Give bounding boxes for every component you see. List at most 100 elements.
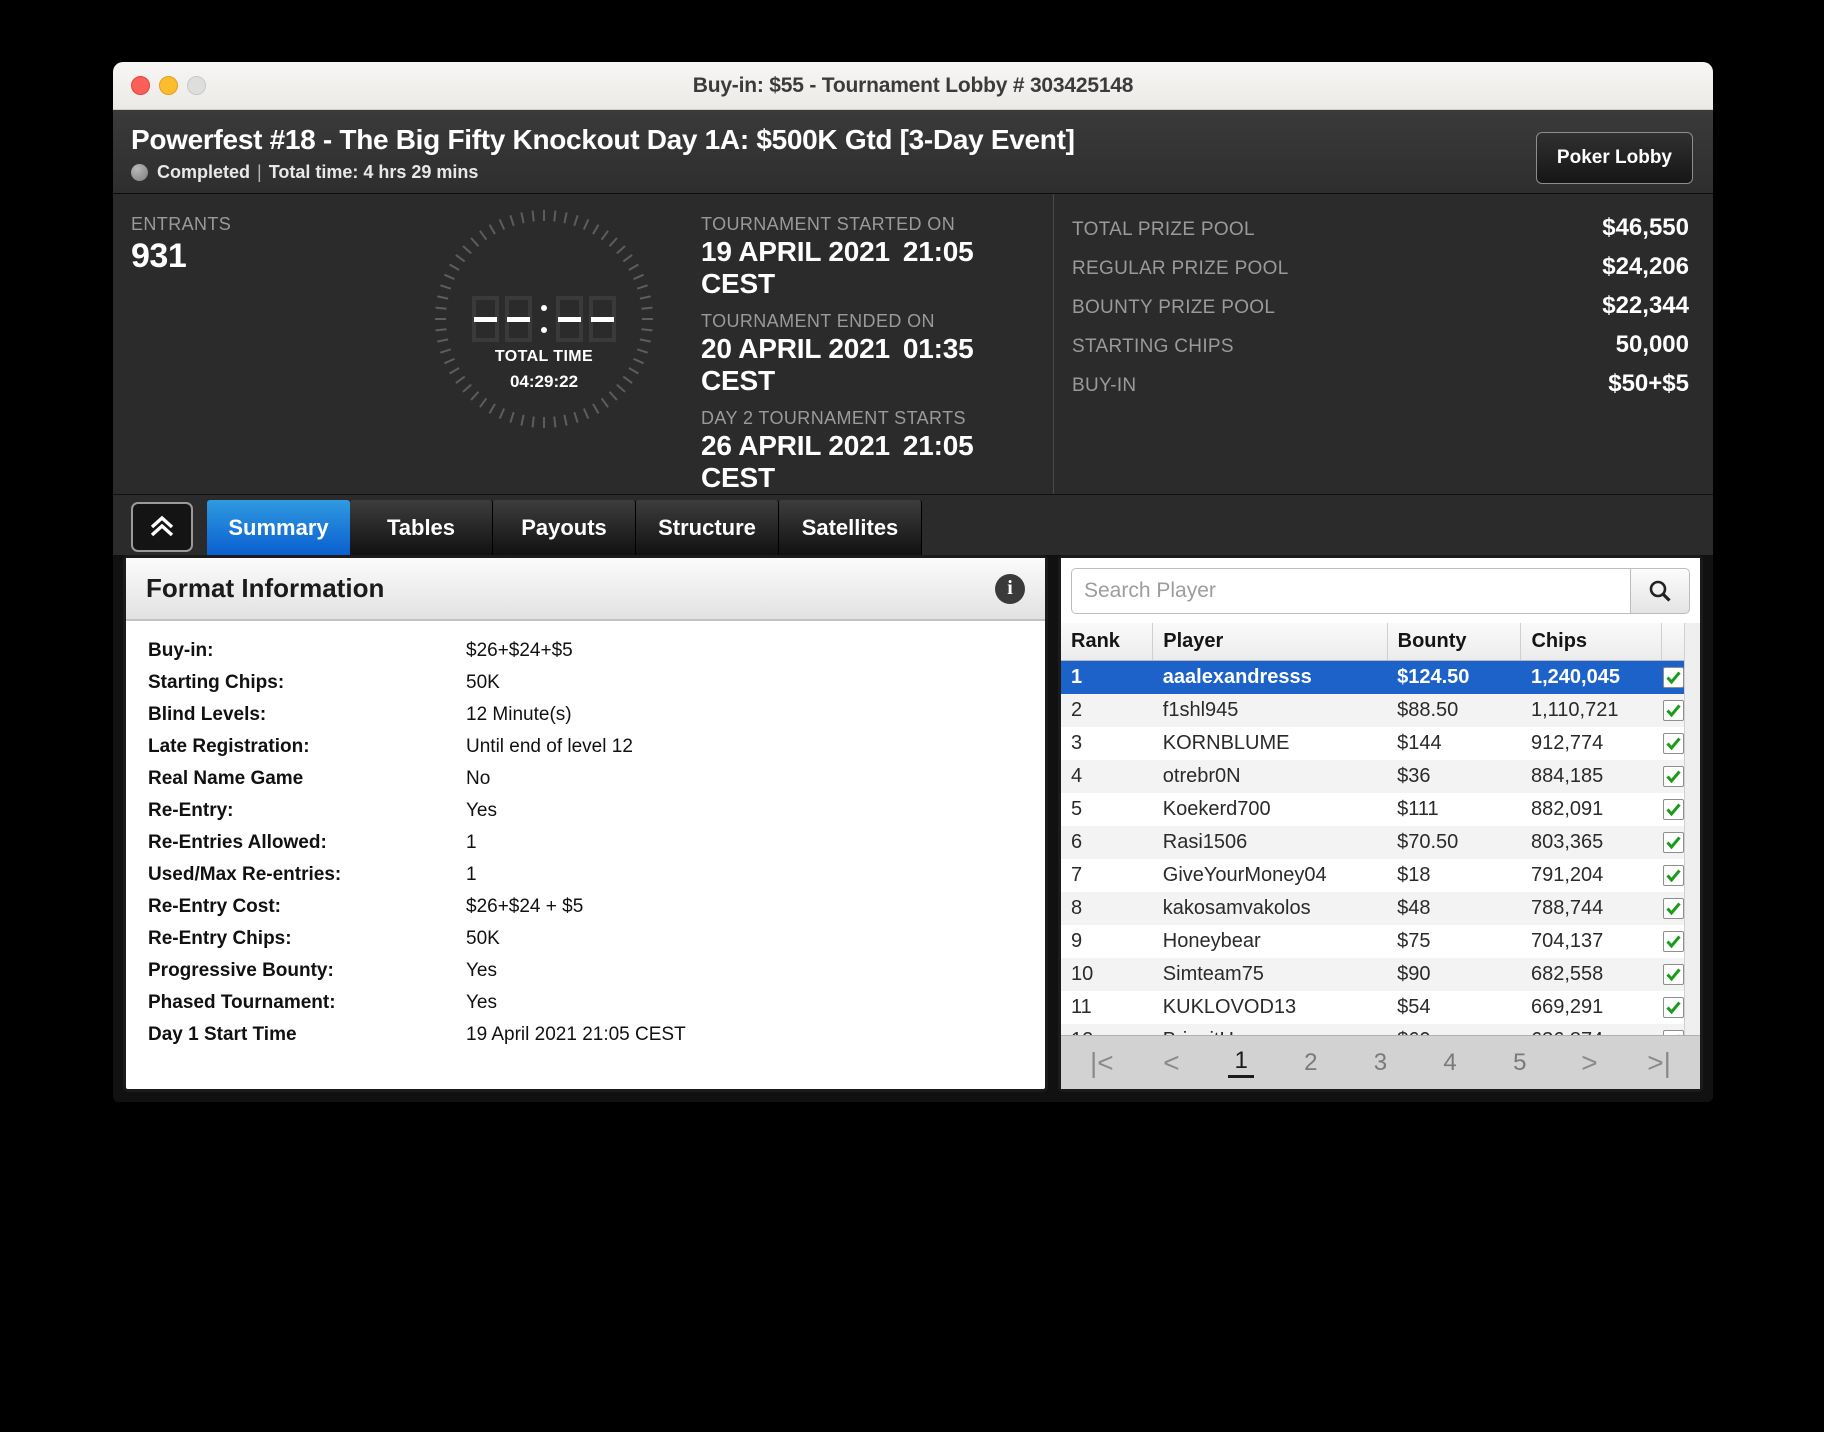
format-row-key: Re-Entry Cost: [148, 896, 282, 917]
lobby-body: Format Information i Buy-in: $26+$24+$5 St… [113, 555, 1713, 1102]
close-window-button[interactable] [131, 76, 150, 95]
table-row[interactable]: 1 aaalexandresss $124.50 1,240,045 [1061, 660, 1700, 694]
qualified-checkbox-icon [1663, 931, 1685, 952]
cell-status [1661, 793, 1699, 826]
format-row-value: 1 [466, 832, 477, 853]
cell-player: Simteam75 [1162, 963, 1264, 985]
cell-rank: 5 [1071, 798, 1083, 820]
tournament-header: Powerfest #18 - The Big Fifty Knockout D… [113, 110, 1713, 194]
clock-tick [479, 397, 488, 408]
format-row-value: 50K [466, 672, 500, 693]
cell-chips: 636,874 [1521, 1024, 1661, 1035]
search-button[interactable] [1630, 568, 1690, 614]
pagination-prev-button[interactable]: < [1163, 1046, 1180, 1078]
pagination-first-button[interactable]: |< [1090, 1046, 1114, 1078]
format-row-key: Phased Tournament: [148, 992, 336, 1013]
clock-tick [440, 284, 452, 290]
table-row[interactable]: 9 Honeybear $75 704,137 [1061, 925, 1700, 958]
column-header-bounty[interactable]: Bounty [1387, 623, 1522, 661]
format-row-value: Yes [466, 992, 497, 1013]
clock-tick [543, 417, 545, 428]
clock-segment-display [435, 296, 653, 342]
qualified-checkbox-icon [1663, 997, 1685, 1018]
tab-satellites[interactable]: Satellites [779, 500, 922, 555]
pagination-page-2[interactable]: 2 [1304, 1048, 1318, 1076]
cell-rank: 3 [1071, 732, 1083, 754]
date-label-ended: TOURNAMENT ENDED ON [701, 311, 935, 331]
pagination-page-3[interactable]: 3 [1373, 1048, 1388, 1076]
cell-rank: 9 [1071, 930, 1083, 952]
clock-colon-icon [538, 305, 550, 333]
clock-tick [636, 284, 648, 290]
clock-tick [520, 212, 525, 224]
pagination-page-1[interactable]: 1 [1228, 1047, 1255, 1078]
table-row[interactable]: 11 KUKLOVOD13 $54 669,291 [1061, 991, 1700, 1024]
tab-payouts[interactable]: Payouts [493, 500, 636, 555]
table-row[interactable]: 4 otrebr0N $36 884,185 [1061, 760, 1700, 793]
clock-tick [455, 254, 466, 263]
qualified-checkbox-icon [1663, 799, 1685, 820]
poker-lobby-button[interactable]: Poker Lobby [1535, 132, 1693, 184]
format-row: Late Registration: Until end of level 12 [126, 731, 1045, 763]
table-row[interactable]: 6 Rasi1506 $70.50 803,365 [1061, 826, 1700, 859]
tab-bar: Summary Tables Payouts Structure Satelli… [113, 495, 1713, 555]
qualified-checkbox-icon [1663, 898, 1685, 919]
cell-rank: 7 [1071, 864, 1083, 886]
clock-tick [563, 414, 568, 426]
cell-bounty: $75 [1397, 930, 1431, 952]
format-information-panel: Format Information i Buy-in: $26+$24+$5 St… [123, 555, 1048, 1092]
table-row[interactable]: 12BringitHome$60636,874 [1061, 1024, 1700, 1035]
leaderboard-scrollbar[interactable] [1684, 623, 1700, 1035]
cell-chips: 884,185 [1530, 765, 1604, 787]
format-row-key: Real Name Game [148, 768, 304, 789]
table-row[interactable]: 5 Koekerd700 $111 882,091 [1061, 793, 1700, 826]
qualified-checkbox-icon [1663, 766, 1685, 787]
format-panel-header: Format Information i [126, 558, 1045, 621]
prize-row-starting-chips: STARTING CHIPS 50,000 [1072, 331, 1689, 358]
cell-player: KORNBLUME [1162, 732, 1290, 754]
table-row[interactable]: 7 GiveYourMoney04 $18 791,204 [1061, 859, 1700, 892]
cell-rank: 6 [1071, 831, 1083, 853]
cell-player: GiveYourMoney04 [1162, 864, 1327, 886]
cell-rank: 8 [1071, 897, 1083, 919]
clock-tick [488, 403, 496, 414]
clock-tick [470, 237, 480, 247]
format-row: Progressive Bounty: Yes [126, 955, 1045, 987]
tab-structure[interactable]: Structure [636, 500, 779, 555]
format-row: Blind Levels: 12 Minute(s) [126, 699, 1045, 731]
table-row[interactable]: 3 KORNBLUME $144 912,774 [1061, 727, 1700, 760]
cell-chips: 1,110,721 [1530, 699, 1619, 721]
tab-summary[interactable]: Summary [207, 500, 350, 555]
pagination-next-button[interactable]: > [1581, 1046, 1598, 1078]
pagination-page-5[interactable]: 5 [1513, 1048, 1527, 1076]
info-icon[interactable]: i [995, 573, 1025, 604]
cell-chips: 791,204 [1530, 864, 1604, 886]
column-header-rank[interactable]: Rank [1061, 623, 1154, 661]
pagination-bar: |< <1 2 3 4 5 > >| [1061, 1035, 1700, 1089]
table-row[interactable]: 8 kakosamvakolos $48 788,744 [1061, 892, 1700, 925]
collapse-panel-button[interactable] [131, 502, 193, 552]
column-header-chips[interactable]: Chips [1520, 623, 1662, 661]
cell-chips: 682,558 [1530, 963, 1604, 985]
search-player-input[interactable] [1071, 568, 1630, 614]
clock-tick [498, 408, 506, 419]
clock-tick [608, 391, 618, 401]
tab-tables[interactable]: Tables [350, 500, 493, 555]
cell-player: aaalexandresss [1162, 666, 1312, 688]
table-row[interactable]: 2 f1shl945 $88.50 1,110,721 [1061, 694, 1700, 727]
minimize-window-button[interactable] [159, 76, 178, 95]
cell-chips: 803,365 [1530, 831, 1604, 853]
column-header-player[interactable]: Player [1152, 623, 1388, 661]
leaderboard-table: Rank Player Bounty Chips 1 aaalexandresss… [1061, 623, 1700, 1035]
cell-bounty: $18 [1397, 864, 1431, 886]
date-value-ended: 20 APRIL 2021 01:35 CEST [701, 333, 974, 396]
cell-bounty: $90 [1397, 963, 1431, 985]
table-row[interactable]: 10 Simteam75 $90 682,558 [1061, 958, 1700, 991]
clock-tick [553, 210, 557, 222]
clock-tick [582, 408, 590, 419]
format-row-value: 1 [466, 864, 477, 885]
clock-tick [628, 263, 639, 271]
maximize-window-button[interactable] [187, 76, 206, 95]
pagination-last-button[interactable]: >| [1647, 1046, 1671, 1078]
pagination-page-4[interactable]: 4 [1443, 1048, 1457, 1076]
